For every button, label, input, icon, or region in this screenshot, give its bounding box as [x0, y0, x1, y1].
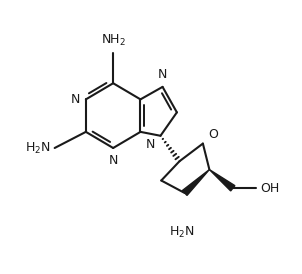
Text: H$_2$N: H$_2$N	[169, 225, 195, 240]
Text: N: N	[108, 154, 118, 167]
Text: NH$_2$: NH$_2$	[101, 33, 126, 48]
Polygon shape	[209, 170, 235, 191]
Text: O: O	[209, 128, 218, 141]
Text: H$_2$N: H$_2$N	[25, 141, 51, 156]
Text: N: N	[158, 68, 167, 81]
Text: OH: OH	[260, 182, 279, 195]
Text: N: N	[145, 138, 155, 151]
Text: N: N	[71, 93, 80, 106]
Polygon shape	[182, 170, 209, 195]
